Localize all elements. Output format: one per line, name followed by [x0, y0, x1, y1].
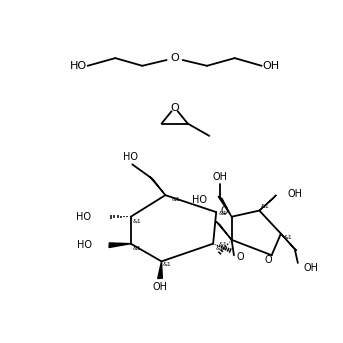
- Polygon shape: [281, 234, 296, 251]
- Text: O: O: [236, 252, 244, 262]
- Polygon shape: [259, 195, 276, 211]
- Text: &1: &1: [163, 262, 172, 267]
- Text: &1: &1: [132, 219, 141, 224]
- Text: &1: &1: [172, 197, 180, 202]
- Text: &1: &1: [219, 211, 228, 216]
- Text: O: O: [170, 53, 179, 63]
- Text: O: O: [170, 103, 179, 113]
- Text: OH: OH: [304, 262, 319, 273]
- Polygon shape: [218, 196, 232, 217]
- Text: HO: HO: [192, 195, 207, 205]
- Text: HO: HO: [77, 240, 92, 250]
- Text: &1: &1: [215, 246, 224, 251]
- Text: HO: HO: [70, 61, 87, 71]
- Text: OH: OH: [213, 172, 227, 182]
- Text: HO: HO: [76, 212, 91, 222]
- Polygon shape: [150, 177, 165, 195]
- Text: &1: &1: [132, 246, 141, 251]
- Text: OH: OH: [262, 61, 280, 71]
- Text: OH: OH: [153, 282, 167, 292]
- Text: O: O: [220, 205, 228, 215]
- Text: O: O: [265, 255, 272, 265]
- Polygon shape: [216, 222, 232, 240]
- Polygon shape: [109, 243, 131, 248]
- Text: HO: HO: [123, 152, 138, 163]
- Text: &1: &1: [261, 204, 270, 209]
- Polygon shape: [158, 261, 162, 279]
- Text: &1: &1: [219, 242, 228, 247]
- Text: OH: OH: [287, 189, 302, 199]
- Text: &1: &1: [283, 235, 292, 240]
